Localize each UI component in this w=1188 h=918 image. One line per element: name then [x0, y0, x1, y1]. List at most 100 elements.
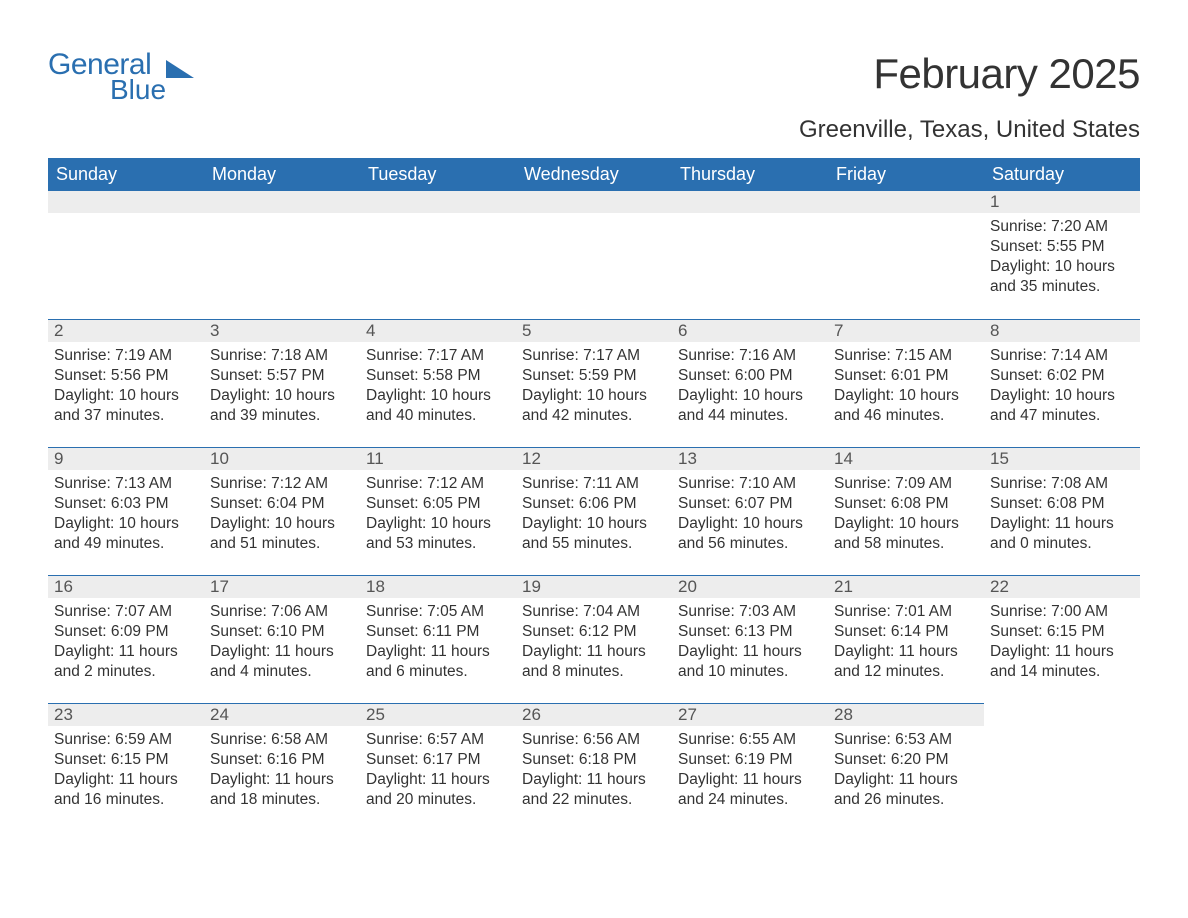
sunset-text: Sunset: 5:57 PM	[210, 366, 354, 386]
calendar-cell: 21Sunrise: 7:01 AMSunset: 6:14 PMDayligh…	[828, 575, 984, 703]
day-number: 2	[48, 319, 204, 342]
calendar-cell	[984, 703, 1140, 831]
sunrise-text: Sunrise: 7:12 AM	[210, 474, 354, 494]
day-details: Sunrise: 7:12 AMSunset: 6:05 PMDaylight:…	[360, 470, 516, 555]
sunset-text: Sunset: 6:00 PM	[678, 366, 822, 386]
calendar-cell: 10Sunrise: 7:12 AMSunset: 6:04 PMDayligh…	[204, 447, 360, 575]
day-number: 13	[672, 447, 828, 470]
day-details: Sunrise: 7:16 AMSunset: 6:00 PMDaylight:…	[672, 342, 828, 427]
daylight-text: Daylight: 10 hours and 56 minutes.	[678, 514, 822, 554]
day-details: Sunrise: 7:05 AMSunset: 6:11 PMDaylight:…	[360, 598, 516, 683]
day-details: Sunrise: 7:18 AMSunset: 5:57 PMDaylight:…	[204, 342, 360, 427]
calendar-cell: 5Sunrise: 7:17 AMSunset: 5:59 PMDaylight…	[516, 319, 672, 447]
day-number: 17	[204, 575, 360, 598]
day-number: 19	[516, 575, 672, 598]
sunset-text: Sunset: 6:10 PM	[210, 622, 354, 642]
sunrise-text: Sunrise: 7:10 AM	[678, 474, 822, 494]
sunset-text: Sunset: 6:02 PM	[990, 366, 1134, 386]
weekday-header: Tuesday	[360, 158, 516, 191]
day-details: Sunrise: 7:17 AMSunset: 5:58 PMDaylight:…	[360, 342, 516, 427]
sunset-text: Sunset: 6:18 PM	[522, 750, 666, 770]
daylight-text: Daylight: 10 hours and 42 minutes.	[522, 386, 666, 426]
day-number: 15	[984, 447, 1140, 470]
day-details: Sunrise: 7:14 AMSunset: 6:02 PMDaylight:…	[984, 342, 1140, 427]
sunrise-text: Sunrise: 7:12 AM	[366, 474, 510, 494]
weekday-header: Sunday	[48, 158, 204, 191]
daylight-text: Daylight: 11 hours and 26 minutes.	[834, 770, 978, 810]
sunset-text: Sunset: 6:05 PM	[366, 494, 510, 514]
daylight-text: Daylight: 11 hours and 10 minutes.	[678, 642, 822, 682]
daylight-text: Daylight: 11 hours and 20 minutes.	[366, 770, 510, 810]
sunset-text: Sunset: 6:14 PM	[834, 622, 978, 642]
sunrise-text: Sunrise: 7:09 AM	[834, 474, 978, 494]
daylight-text: Daylight: 11 hours and 2 minutes.	[54, 642, 198, 682]
calendar-cell: 25Sunrise: 6:57 AMSunset: 6:17 PMDayligh…	[360, 703, 516, 831]
daylight-text: Daylight: 10 hours and 37 minutes.	[54, 386, 198, 426]
sunrise-text: Sunrise: 7:01 AM	[834, 602, 978, 622]
calendar-cell: 28Sunrise: 6:53 AMSunset: 6:20 PMDayligh…	[828, 703, 984, 831]
day-details: Sunrise: 6:53 AMSunset: 6:20 PMDaylight:…	[828, 726, 984, 811]
sunset-text: Sunset: 6:06 PM	[522, 494, 666, 514]
sunset-text: Sunset: 6:01 PM	[834, 366, 978, 386]
daylight-text: Daylight: 10 hours and 44 minutes.	[678, 386, 822, 426]
calendar-cell: 2Sunrise: 7:19 AMSunset: 5:56 PMDaylight…	[48, 319, 204, 447]
daylight-text: Daylight: 10 hours and 51 minutes.	[210, 514, 354, 554]
day-number: 21	[828, 575, 984, 598]
day-number: 28	[828, 703, 984, 726]
sunrise-text: Sunrise: 7:15 AM	[834, 346, 978, 366]
sunrise-text: Sunrise: 7:16 AM	[678, 346, 822, 366]
sunrise-text: Sunrise: 7:07 AM	[54, 602, 198, 622]
day-details: Sunrise: 6:59 AMSunset: 6:15 PMDaylight:…	[48, 726, 204, 811]
calendar-cell	[516, 191, 672, 319]
sunrise-text: Sunrise: 7:03 AM	[678, 602, 822, 622]
day-number: 4	[360, 319, 516, 342]
daylight-text: Daylight: 10 hours and 39 minutes.	[210, 386, 354, 426]
sunset-text: Sunset: 6:15 PM	[54, 750, 198, 770]
calendar-cell: 16Sunrise: 7:07 AMSunset: 6:09 PMDayligh…	[48, 575, 204, 703]
day-number: 20	[672, 575, 828, 598]
sunrise-text: Sunrise: 7:17 AM	[366, 346, 510, 366]
daylight-text: Daylight: 11 hours and 0 minutes.	[990, 514, 1134, 554]
day-number: 22	[984, 575, 1140, 598]
calendar-cell	[360, 191, 516, 319]
day-number: 10	[204, 447, 360, 470]
calendar-table: SundayMondayTuesdayWednesdayThursdayFrid…	[48, 158, 1140, 831]
daylight-text: Daylight: 11 hours and 24 minutes.	[678, 770, 822, 810]
weekday-header: Wednesday	[516, 158, 672, 191]
sunset-text: Sunset: 6:08 PM	[990, 494, 1134, 514]
day-details: Sunrise: 7:01 AMSunset: 6:14 PMDaylight:…	[828, 598, 984, 683]
calendar-cell: 18Sunrise: 7:05 AMSunset: 6:11 PMDayligh…	[360, 575, 516, 703]
day-number: 3	[204, 319, 360, 342]
sunset-text: Sunset: 6:17 PM	[366, 750, 510, 770]
day-details: Sunrise: 7:08 AMSunset: 6:08 PMDaylight:…	[984, 470, 1140, 555]
day-details: Sunrise: 7:20 AMSunset: 5:55 PMDaylight:…	[984, 213, 1140, 298]
calendar-cell: 13Sunrise: 7:10 AMSunset: 6:07 PMDayligh…	[672, 447, 828, 575]
calendar-cell: 27Sunrise: 6:55 AMSunset: 6:19 PMDayligh…	[672, 703, 828, 831]
daylight-text: Daylight: 10 hours and 47 minutes.	[990, 386, 1134, 426]
day-details: Sunrise: 7:07 AMSunset: 6:09 PMDaylight:…	[48, 598, 204, 683]
daylight-text: Daylight: 10 hours and 49 minutes.	[54, 514, 198, 554]
daylight-text: Daylight: 11 hours and 6 minutes.	[366, 642, 510, 682]
day-number: 1	[984, 191, 1140, 213]
sunset-text: Sunset: 6:12 PM	[522, 622, 666, 642]
calendar-cell	[828, 191, 984, 319]
calendar-cell: 22Sunrise: 7:00 AMSunset: 6:15 PMDayligh…	[984, 575, 1140, 703]
sunset-text: Sunset: 5:55 PM	[990, 237, 1134, 257]
weekday-header: Monday	[204, 158, 360, 191]
day-details: Sunrise: 6:56 AMSunset: 6:18 PMDaylight:…	[516, 726, 672, 811]
day-number: 12	[516, 447, 672, 470]
calendar-cell: 4Sunrise: 7:17 AMSunset: 5:58 PMDaylight…	[360, 319, 516, 447]
calendar-cell: 20Sunrise: 7:03 AMSunset: 6:13 PMDayligh…	[672, 575, 828, 703]
sunrise-text: Sunrise: 7:13 AM	[54, 474, 198, 494]
sunrise-text: Sunrise: 7:18 AM	[210, 346, 354, 366]
day-number: 26	[516, 703, 672, 726]
day-details: Sunrise: 7:10 AMSunset: 6:07 PMDaylight:…	[672, 470, 828, 555]
logo-triangle-icon	[166, 60, 194, 78]
day-details: Sunrise: 7:15 AMSunset: 6:01 PMDaylight:…	[828, 342, 984, 427]
day-details: Sunrise: 7:12 AMSunset: 6:04 PMDaylight:…	[204, 470, 360, 555]
sunset-text: Sunset: 6:19 PM	[678, 750, 822, 770]
daylight-text: Daylight: 10 hours and 58 minutes.	[834, 514, 978, 554]
sunset-text: Sunset: 6:15 PM	[990, 622, 1134, 642]
calendar-cell: 14Sunrise: 7:09 AMSunset: 6:08 PMDayligh…	[828, 447, 984, 575]
sunrise-text: Sunrise: 7:05 AM	[366, 602, 510, 622]
